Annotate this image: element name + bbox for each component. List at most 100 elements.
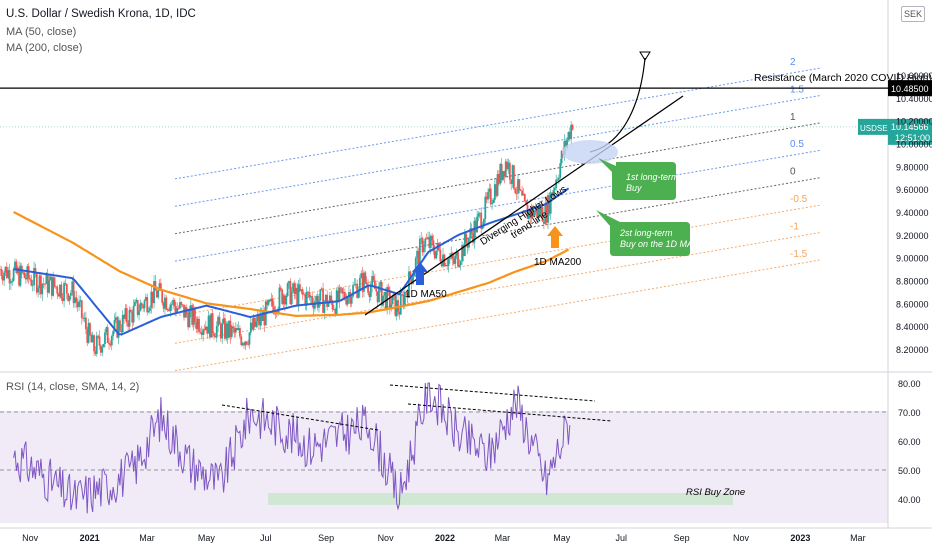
candle-body [453,258,455,264]
ma200-legend[interactable]: MA (200, close) [6,42,83,54]
candle-body [161,290,164,303]
candle-body [37,288,40,293]
buy1-text: 1st long-term Buy [626,172,679,193]
candle-body [462,245,465,257]
time-tick-label: May [198,533,216,543]
candle-body [119,320,121,331]
candle-body [134,301,136,306]
channel-level-label: -0.5 [790,194,808,205]
candle-body [352,285,354,297]
candle-body [323,301,326,313]
candle-body [61,298,64,302]
channel-line [174,259,821,372]
candle-body [69,292,72,296]
candle-body [166,309,169,311]
candle-body [348,292,350,298]
candle-body [56,286,59,294]
candle-body [521,190,523,196]
candle-body [33,267,35,286]
price-tick-label: 10.00000 [896,140,932,150]
candle-body [357,290,360,298]
channel-level-label: -1 [790,221,799,232]
candle-body [76,302,79,308]
candle-body [487,191,489,200]
candle-body [128,309,131,327]
buy-zone-ellipse [562,140,618,164]
candle-body [543,221,545,224]
candle-body [432,240,435,252]
candle-body [222,318,225,324]
candle-body [0,269,3,276]
candle-body [570,124,573,139]
candle-body [29,278,31,280]
candle-body [549,192,552,214]
buy2-text: 2st long-term Buy on the 1D MA200 [619,228,708,249]
candle-body [254,317,256,327]
candle-body [326,294,329,307]
rsi-tick-label: 50.00 [898,466,921,476]
time-tick-label: Mar [139,533,155,543]
candle-body [263,311,266,326]
ma50-line [13,187,570,336]
currency-badge[interactable]: SEK [901,6,925,22]
candle-body [334,309,337,315]
candle-body [196,318,199,329]
candle-body [248,332,251,345]
candle-body [457,251,459,267]
candle-body [209,315,211,338]
annotations: Resistance (March 2020 COVID High)10.485… [0,51,932,316]
candle-body [11,280,14,283]
candle-body [72,281,75,304]
candle-body [140,303,143,306]
candle-body [71,281,74,293]
candle-body [240,336,243,345]
candle-body [333,309,335,311]
candle-body [556,179,559,181]
candle-body [567,131,570,140]
channel-line [174,95,821,207]
candle-body [537,207,540,218]
rsi-divergence-line [407,403,613,422]
candle-body [518,179,521,191]
candle-body [484,196,487,220]
candle-body [506,161,508,170]
candle-body [420,238,423,240]
candle-body [544,202,547,224]
candle-body [557,177,560,180]
candle-body [369,286,372,297]
candle-body [371,276,374,287]
candle-body [60,284,63,299]
candle-body [363,272,365,292]
candle-body [553,187,556,191]
price-tick-label: 8.60000 [896,299,929,309]
candle-body [187,314,190,328]
candle-body [335,290,338,315]
candle-body [463,233,466,257]
candle-body [101,347,104,353]
candle-body [109,344,112,346]
candle-body [151,291,154,304]
ma50-arrow [412,262,428,285]
candle-body [168,309,170,312]
candle-body [427,237,429,239]
candle-body [199,331,202,333]
candle-body [49,276,52,281]
candle-body [194,308,196,323]
candle-body [447,259,450,267]
candle-body [439,249,442,262]
candle-body [523,194,526,202]
candle-body [376,291,379,303]
rsi-legend[interactable]: RSI (14, close, SMA, 14, 2) [6,381,140,393]
candle-body [571,124,574,130]
price-tick-label: 8.40000 [896,322,929,332]
ma200-line [13,211,570,318]
candle-body [320,288,323,290]
candle-body [10,282,12,284]
candle-body [489,188,492,205]
ma50-legend[interactable]: MA (50, close) [6,26,77,38]
chart-title[interactable]: U.S. Dollar / Swedish Krona, 1D, IDC [6,8,196,20]
candle-body [564,141,567,148]
candle-body [429,235,432,248]
candle-body [165,297,168,310]
